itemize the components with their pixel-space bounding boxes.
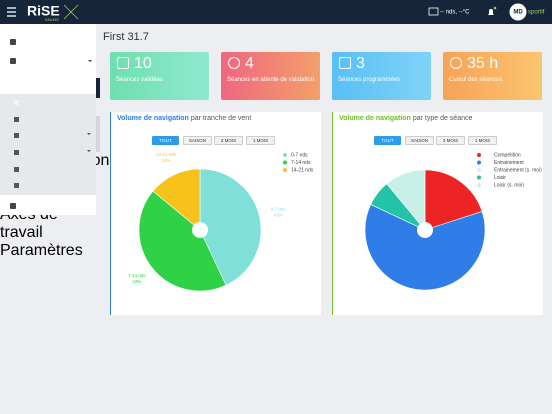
sidebar-icon xyxy=(10,58,16,64)
chart-panel: Volume de navigation par tranche de vent T… xyxy=(110,112,321,315)
submenu-item[interactable]: Paramètres xyxy=(0,242,83,259)
sidebar-icon xyxy=(10,203,16,209)
sidebar-icon xyxy=(10,39,16,45)
pie-slice[interactable] xyxy=(152,168,201,231)
chart-subtitle: par tranche de vent xyxy=(190,115,252,122)
header-graphics: RiSE SAILING -- nds, --°C MD sportif xyxy=(7,3,545,22)
filter-button[interactable]: SAISON xyxy=(183,136,212,145)
pie-slice[interactable] xyxy=(364,204,486,291)
stat-icon xyxy=(450,57,462,69)
chart-title-row: Volume de navigation par type de séance xyxy=(339,115,472,122)
avatar-initials: MD xyxy=(513,10,523,16)
legend-swatch xyxy=(283,153,287,157)
stat-label: Cumul des séances xyxy=(449,77,502,83)
submenu-icon xyxy=(14,150,19,155)
slice-label-name: 14-21 nds xyxy=(156,152,177,157)
submenu-panel xyxy=(0,94,96,195)
weather: -- nds, --°C xyxy=(440,10,470,16)
stat-icon xyxy=(117,57,129,69)
stat-value: 35 h xyxy=(467,55,499,72)
stat-card: 4 Séances en attente de validation xyxy=(221,52,320,100)
stat-label: Séances programmées xyxy=(338,77,401,83)
dropdown-caret xyxy=(88,60,92,64)
submenu-icon xyxy=(14,117,19,122)
legend-swatch xyxy=(477,153,481,157)
pie-slice[interactable] xyxy=(199,168,262,286)
legend-swatch xyxy=(477,160,481,165)
chart-title: Volume de navigation xyxy=(117,115,189,122)
submenu-icon xyxy=(14,183,19,188)
stat-value: 4 xyxy=(245,55,254,72)
stat-card: 10 Séances validées xyxy=(110,52,209,100)
chart-subtitle: par type de séance xyxy=(412,115,473,122)
stat-icon xyxy=(339,57,351,69)
pie-center xyxy=(417,222,433,238)
filter-button[interactable]: 3 MOIS xyxy=(214,136,243,145)
stat-value: 10 xyxy=(134,55,152,72)
submenu-icon xyxy=(14,167,19,172)
legend-swatch xyxy=(477,168,481,172)
weather-icon xyxy=(428,7,439,16)
filter-button[interactable]: 3 MOIS xyxy=(436,136,465,145)
stat-label: Séances validées xyxy=(116,77,164,83)
legend-label[interactable]: Entrainement (s. moi) xyxy=(494,167,542,173)
pie-slice[interactable] xyxy=(424,169,483,231)
legend-label[interactable]: Loisir (s. moi) xyxy=(494,182,524,188)
stat-icon xyxy=(228,57,240,69)
logo: RiSE xyxy=(27,3,60,19)
slice-label-name: 0-7 nds xyxy=(271,207,287,212)
filter-button[interactable]: 1 MOIS xyxy=(246,136,275,145)
logo-sub: SAILING xyxy=(45,18,59,22)
logo-mark xyxy=(63,4,79,20)
legend-label[interactable]: 7-14 nds xyxy=(291,160,311,166)
legend-label[interactable]: 0-7 nds xyxy=(291,152,308,158)
sidebar: AccueilPréparation PhysiqueFirst 31.7Par… xyxy=(0,24,109,414)
stat-card: 3 Séances programmées xyxy=(332,52,431,100)
dropdown-caret xyxy=(89,80,93,84)
header: RiSE SAILING -- nds, --°C MD sportif xyxy=(0,0,552,24)
dropdown-caret xyxy=(87,150,91,154)
chart-panel: Volume de navigation par type de séance TO… xyxy=(332,112,543,315)
submenu-icon xyxy=(14,133,19,138)
legend-label[interactable]: Loisir xyxy=(494,175,506,181)
slice-label-name: 7-14 nds xyxy=(128,273,146,278)
legend-label[interactable]: 14-21 nds xyxy=(291,167,314,173)
slice-label-value: 43% xyxy=(132,279,141,284)
stat-label: Séances en attente de validation xyxy=(227,77,315,83)
page-title: First 31.7 xyxy=(103,31,149,43)
legend-swatch xyxy=(477,175,481,180)
sidebar-icon xyxy=(10,79,16,85)
dropdown-caret xyxy=(87,133,91,137)
filter-button[interactable]: TOUT xyxy=(152,136,179,145)
stat-value: 3 xyxy=(356,55,365,72)
legend-swatch xyxy=(283,160,287,165)
filter-button[interactable]: TOUT xyxy=(374,136,401,145)
menu-icon[interactable] xyxy=(7,7,16,17)
filter-button[interactable]: SAISON xyxy=(405,136,434,145)
stat-card: 35 h Cumul des séances xyxy=(443,52,542,100)
legend-label[interactable]: Compétition xyxy=(494,152,521,158)
chart-title-row: Volume de navigation par tranche de vent xyxy=(117,115,251,122)
bell-icon[interactable] xyxy=(488,9,494,15)
legend-swatch xyxy=(477,183,481,187)
slice-label-value: 14% xyxy=(161,158,170,163)
bell-dot xyxy=(493,6,497,10)
pie-slice[interactable] xyxy=(138,190,227,292)
chart-title: Volume de navigation xyxy=(339,115,411,122)
slice-label-value: 43% xyxy=(274,213,283,218)
submenu-icon xyxy=(14,100,19,105)
avatar[interactable] xyxy=(509,3,527,21)
legend-swatch xyxy=(283,168,287,172)
pie-center xyxy=(192,222,208,238)
user-role: sportif xyxy=(528,10,545,16)
filter-button[interactable]: 1 MOIS xyxy=(468,136,497,145)
legend-label[interactable]: Entrainement xyxy=(494,160,524,166)
pie-slice[interactable] xyxy=(386,169,426,231)
